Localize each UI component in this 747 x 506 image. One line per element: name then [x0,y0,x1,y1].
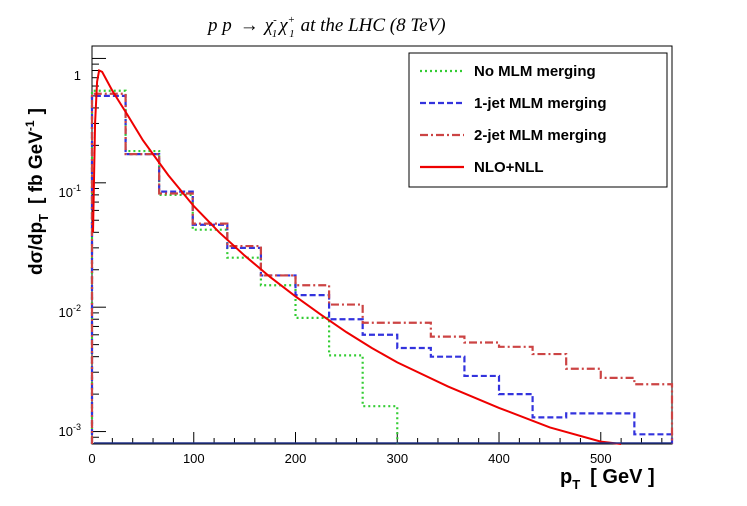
x-tick-label: 300 [386,451,408,466]
y-tick-label: 10-1 [59,183,81,200]
title-suffix: at the LHC (8 TeV) [301,15,446,36]
legend-label-2jet: 2-jet MLM merging [474,127,607,144]
y-tick-label: 10-2 [59,303,81,320]
legend-label-1jet: 1-jet MLM merging [474,95,607,112]
title-sub-2: 1 [289,28,295,40]
x-axis-title: pT[ GeV ] [560,466,655,492]
x-tick-label: 400 [488,451,510,466]
title-chi-1: χ [263,15,274,36]
series-2-jet-mlm-merging [90,92,674,444]
y-axis-title: dσ/dpT[ fb GeV-1] [23,108,51,275]
x-tick-labels: 0 100 200 300 400 500 [88,451,611,466]
title-prefix: p p [206,15,232,36]
title-chi-2: χ [277,15,288,36]
y-tick-label: 10-3 [59,422,81,439]
x-tick-label: 100 [183,451,205,466]
legend: No MLM merging 1-jet MLM merging 2-jet M… [408,52,668,188]
series-no-mlm-merging [90,89,399,444]
legend-label-nlo: NLO+NLL [474,159,544,176]
series-nlo-nll [92,69,622,445]
title-sub-1: 1 [272,28,278,40]
x-tick-label: 0 [88,451,95,466]
title-sup-plus: + [288,14,295,26]
y-tick-label: 1 [74,68,81,83]
series-layer [90,69,674,445]
chart-title: p p → χ-1 χ+ 1 at the LHC (8 TeV) [206,14,446,40]
title-arrow: → [240,15,259,36]
legend-box [408,52,668,188]
y-tick-labels: 10-3 10-2 10-1 1 [59,68,81,439]
x-tick-label: 200 [285,451,307,466]
legend-label-no-mlm: No MLM merging [474,63,596,80]
x-tick-label: 500 [590,451,612,466]
title-sup-minus: - [273,14,277,26]
